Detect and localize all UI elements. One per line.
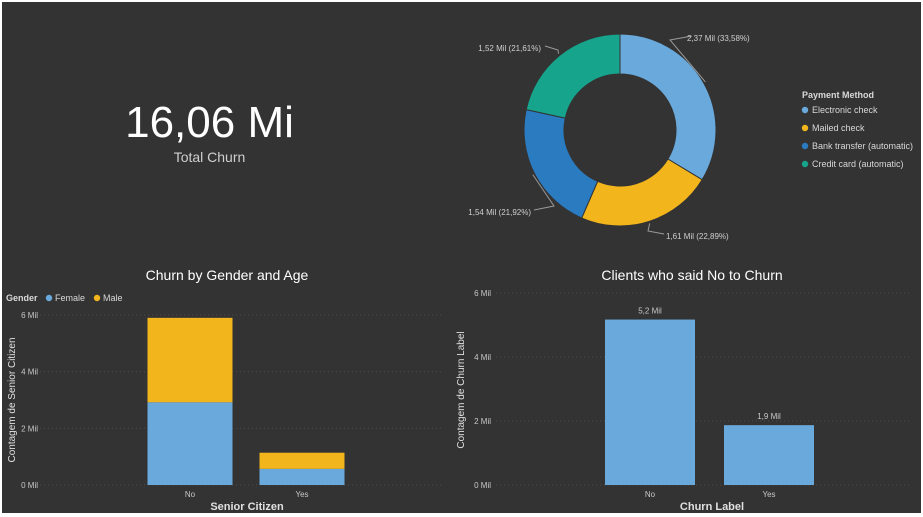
donut-slice [523,108,599,219]
donut-slice [525,33,621,119]
donut-legend: Payment Method Electronic check Mailed che… [801,90,913,169]
donut-chart: 2,37 Mil (33,58%) 1,61 Mil (22,89%) 1,54 M… [468,33,750,241]
donut-leader-line [532,174,555,211]
legend-item-label: Male [103,293,123,303]
legend-marker [801,160,809,168]
x-tick-label: No [185,490,196,499]
donut-data-label: 1,54 Mil (21,92%) [468,208,531,217]
bar [724,425,814,485]
legend-title: Gender [6,293,38,303]
y-tick-label: 4 Mil [474,353,491,362]
x-axis-title: Churn Label [680,501,744,513]
bar-data-label: 5,2 Mil [638,307,662,316]
bar-data-label: 1,9 Mil [757,412,781,421]
bar [605,319,695,485]
legend-item-label: Credit card (automatic) [812,159,904,169]
y-tick-label: 6 Mil [474,289,491,298]
y-tick-label: 2 Mil [474,417,491,426]
donut-data-label: 1,52 Mil (21,61%) [478,44,541,53]
donut-data-label: 1,61 Mil (22,89%) [666,232,729,241]
donut-data-label: 2,37 Mil (33,58%) [687,34,750,43]
legend-item-label: Electronic check [812,105,878,115]
y-axis-title: Contagem de Senior Citizen [7,337,18,462]
y-axis-title: Contagem de Churn Label [456,331,467,448]
y-tick-label: 2 Mil [21,424,38,433]
y-tick-label: 0 Mil [474,481,491,490]
y-tick-label: 6 Mil [21,311,38,320]
bar-chart: Clients who said No to Churn 0 Mil 2 Mil 4 … [456,267,912,513]
x-tick-label: Yes [295,490,308,499]
y-tick-label: 4 Mil [21,368,38,377]
legend-marker [93,294,101,302]
kpi-total-churn-value: 16,06 Mi [125,98,294,147]
chart-title: Churn by Gender and Age [146,267,309,283]
legend-item-label: Mailed check [812,123,865,133]
x-tick-label: No [645,490,656,499]
x-axis-title: Senior Citizen [210,501,284,513]
bar-segment [147,317,233,403]
x-tick-label: Yes [762,490,775,499]
donut-leader-line [544,45,560,54]
legend-marker [801,124,809,132]
donut-legend-title: Payment Method [802,90,874,100]
donut-slice [581,158,703,227]
legend-item-label: Female [55,293,85,303]
bar-segment [147,402,233,485]
legend-marker [801,106,809,114]
bar-segment [259,452,345,469]
donut-leader-line [669,35,706,83]
y-tick-label: 0 Mil [21,481,38,490]
legend-marker [45,294,53,302]
kpi-total-churn-label: Total Churn [173,149,246,165]
donut-slice [619,33,717,181]
donut-leader-line [647,223,665,235]
bar-segment [259,468,345,485]
stacked-bar-chart: Churn by Gender and Age Gender Female Male 0… [6,267,442,513]
legend-marker [801,142,809,150]
legend-item-label: Bank transfer (automatic) [812,141,913,151]
chart-title: Clients who said No to Churn [601,267,782,283]
